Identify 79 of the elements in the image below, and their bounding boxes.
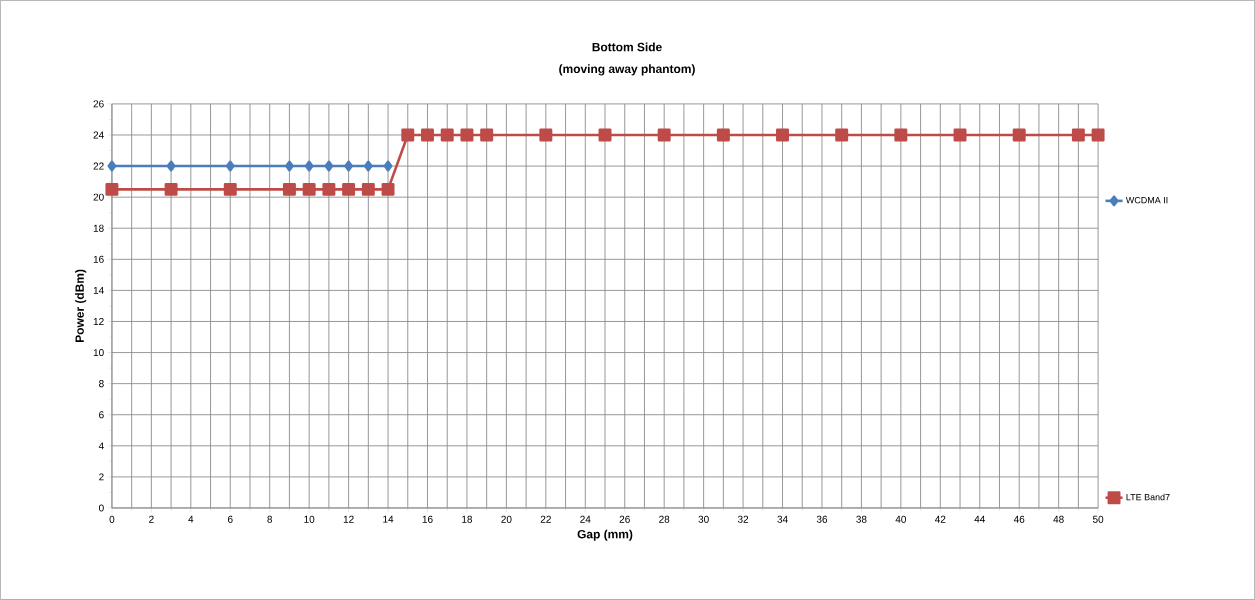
point <box>282 182 296 196</box>
x-tick-label: 36 <box>816 515 828 523</box>
y-tick-label: 12 <box>93 318 104 326</box>
point <box>344 160 354 172</box>
y-tick-label: 16 <box>93 255 104 263</box>
point <box>539 128 553 142</box>
y-tick-label: 8 <box>99 380 104 388</box>
point <box>363 160 373 172</box>
point <box>302 182 316 196</box>
x-axis-title: Gap (mm) <box>577 529 633 541</box>
y-tick-label: 10 <box>93 349 104 357</box>
x-tick-label: 6 <box>227 515 233 523</box>
x-tick-label: 10 <box>304 515 315 523</box>
point <box>421 128 434 142</box>
x-tick-label: 4 <box>188 515 194 523</box>
y-tick-label: 0 <box>99 504 104 512</box>
y-tick-label: 24 <box>93 131 104 139</box>
point <box>657 128 671 142</box>
x-tick-label: 18 <box>462 515 473 523</box>
chart-subtitle: (moving away phantom) <box>559 64 695 76</box>
x-tick-label: 8 <box>267 515 273 523</box>
y-tick-label: 20 <box>93 193 104 201</box>
x-tick-label: 14 <box>383 515 394 523</box>
legend-label: LTE Band7 <box>1126 493 1170 501</box>
y-axis-title: Power (dBm) <box>75 269 87 343</box>
y-tick-label: 2 <box>99 473 104 481</box>
point <box>105 182 119 196</box>
point <box>284 160 294 172</box>
point <box>166 160 176 172</box>
y-tick-label: 4 <box>98 442 104 450</box>
point <box>361 182 375 196</box>
point <box>776 128 789 142</box>
point <box>1071 128 1085 142</box>
x-tick-label: 12 <box>343 515 354 523</box>
point <box>107 160 117 172</box>
x-tick-label: 22 <box>540 515 551 523</box>
x-tick-label: 30 <box>698 515 709 523</box>
x-tick-label: 28 <box>659 515 670 523</box>
y-tick-label: 18 <box>93 224 104 232</box>
x-tick-label: 34 <box>777 515 788 523</box>
x-tick-label: 20 <box>501 515 512 523</box>
y-tick-label: 14 <box>93 287 104 294</box>
x-tick-label: 38 <box>856 515 867 523</box>
point <box>1012 128 1026 142</box>
point <box>480 128 494 142</box>
x-tick-label: 42 <box>935 515 946 523</box>
x-tick-label: 26 <box>619 515 630 523</box>
x-tick-label: 2 <box>149 515 154 523</box>
x-tick-label: 0 <box>109 515 115 523</box>
point <box>894 128 908 142</box>
point <box>1091 128 1105 142</box>
point <box>953 128 967 142</box>
y-tick-label: 6 <box>99 411 104 419</box>
point <box>835 128 849 142</box>
x-tick-label: 50 <box>1092 515 1104 523</box>
point <box>225 160 235 172</box>
y-tick-label: 26 <box>93 100 104 108</box>
point <box>440 128 454 142</box>
point <box>324 160 334 172</box>
point <box>401 128 415 142</box>
point <box>383 160 393 172</box>
point <box>716 128 730 142</box>
point <box>381 182 395 196</box>
x-tick-label: 44 <box>974 515 985 523</box>
point <box>304 160 314 172</box>
point <box>164 182 178 196</box>
x-tick-label: 24 <box>580 515 591 523</box>
x-tick-label: 46 <box>1013 515 1025 523</box>
chart-title: Bottom Side <box>592 42 662 52</box>
x-tick-label: 48 <box>1053 515 1064 523</box>
point <box>223 182 237 196</box>
point <box>460 128 474 142</box>
point <box>342 182 356 196</box>
y-tick-label: 22 <box>93 162 104 170</box>
x-tick-label: 16 <box>422 515 433 523</box>
x-tick-label: 40 <box>895 515 907 523</box>
x-tick-label: 32 <box>737 515 749 523</box>
legend-label: WCDMA II <box>1125 197 1168 204</box>
point <box>322 182 336 196</box>
